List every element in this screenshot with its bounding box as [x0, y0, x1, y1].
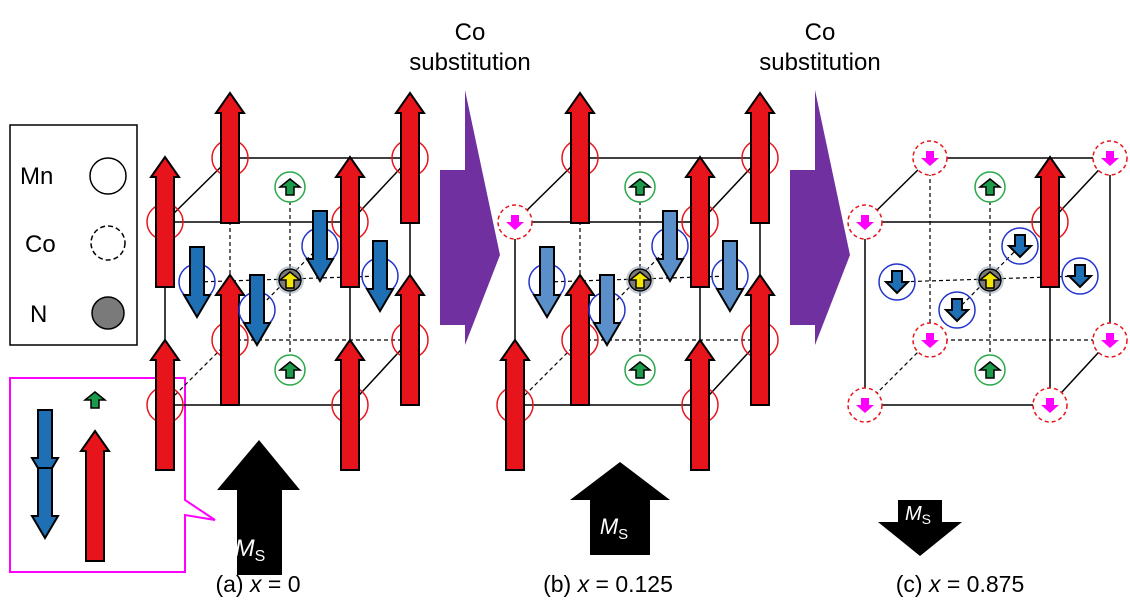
spin-arrow: [336, 157, 364, 287]
caption-label: (b): [543, 571, 571, 597]
legend-label: N: [30, 301, 47, 328]
spin-arrow: [886, 271, 908, 293]
moment-a: MS: [217, 440, 300, 575]
lattice-c: [848, 141, 1127, 422]
chevron: [440, 90, 500, 345]
spin-arrow: [686, 157, 714, 287]
spin-arrow: [216, 93, 244, 223]
moment-b: MS: [570, 462, 670, 555]
legend-n: [92, 297, 124, 329]
legend-label: Co: [25, 231, 56, 258]
spin-arrow: [396, 275, 424, 405]
moment-symbol: M: [235, 535, 255, 562]
caption-value: = 0: [268, 571, 301, 597]
spin-arrow: [367, 241, 393, 311]
arrow-label: substitution: [759, 49, 880, 76]
arrow-label: Co: [805, 19, 836, 46]
spin-arrow: [216, 275, 244, 405]
spin-arrow: [746, 275, 774, 405]
spin-arrow: [396, 93, 424, 223]
arrow-label: substitution: [409, 49, 530, 76]
legend-co: [91, 226, 125, 260]
legend-mn: [90, 158, 126, 194]
moment-symbol: M: [905, 503, 922, 525]
callout: [10, 378, 215, 572]
moment-c: MS: [878, 500, 962, 556]
spin-arrow: [81, 431, 109, 561]
legend-label: Mn: [20, 163, 53, 190]
spin-arrow: [566, 93, 594, 223]
moment-subscript: S: [255, 548, 266, 565]
substitution-arrow: Co substitution: [409, 19, 530, 345]
lattice-a: [147, 93, 428, 470]
moment-subscript: S: [618, 526, 628, 543]
page: { "arrows": [ {"line1": "Co", "line2": "…: [0, 0, 1130, 600]
moment-symbol: M: [600, 514, 619, 539]
substitution-arrow: Co substitution: [759, 19, 880, 345]
spin-arrow: [501, 340, 529, 470]
caption-value: = 0.125: [596, 571, 673, 597]
caption: (b) x = 0.125: [543, 571, 673, 597]
spin-arrow: [566, 275, 594, 405]
caption-label: (c): [896, 571, 923, 597]
caption: (c) x = 0.875: [896, 571, 1025, 597]
caption: (a) x = 0: [215, 571, 300, 597]
arrow-label: Co: [455, 19, 486, 46]
caption-variable: x: [249, 571, 263, 597]
moment-subscript: S: [922, 511, 931, 527]
chevron: [790, 90, 850, 345]
spin-arrow: [1069, 265, 1091, 287]
spin-arrow: [336, 340, 364, 470]
legend: Mn Co N: [10, 125, 137, 345]
caption-value: = 0.875: [947, 571, 1024, 597]
lattice-b: [497, 93, 778, 470]
caption-label: (a): [215, 571, 243, 597]
diagram: Mn Co N Co substitution Co substitution: [0, 0, 1130, 600]
caption-variable: x: [577, 571, 591, 597]
spin-arrow: [686, 340, 714, 470]
spin-arrow: [151, 340, 179, 470]
spin-arrow: [746, 93, 774, 223]
spin-arrow: [1036, 157, 1064, 287]
caption-variable: x: [928, 571, 942, 597]
spin-arrow: [717, 241, 743, 311]
spin-arrow: [151, 157, 179, 287]
